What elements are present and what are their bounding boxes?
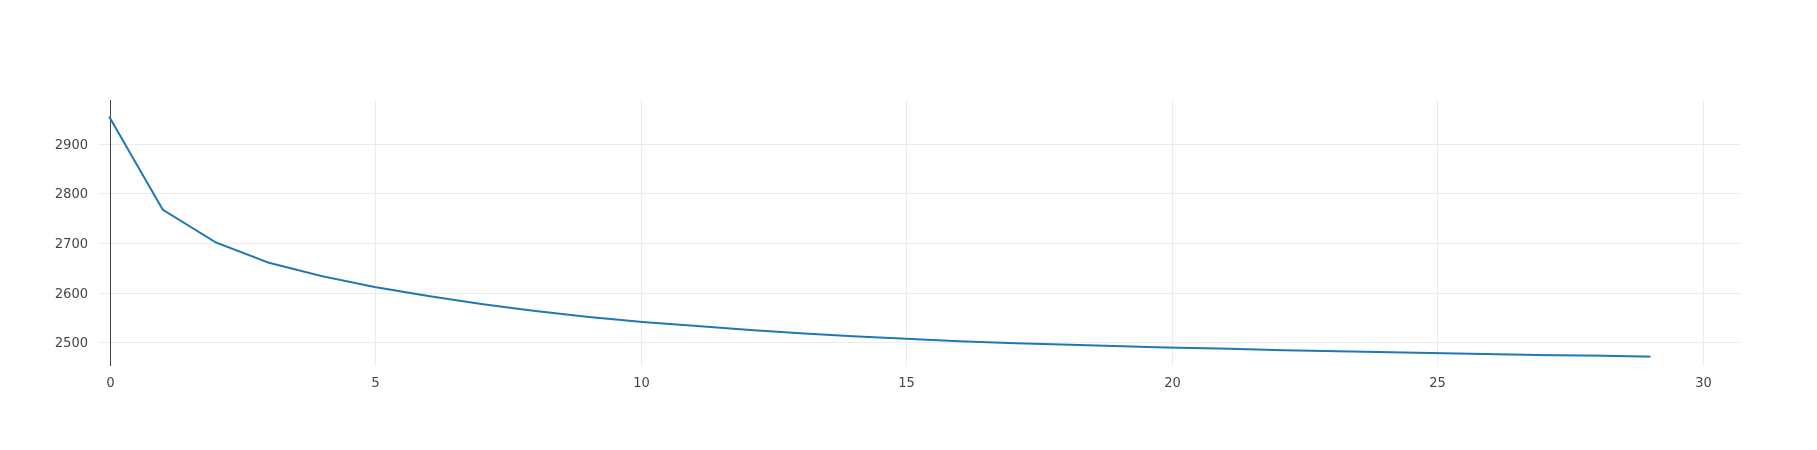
y-tick-label: 2500 bbox=[55, 336, 88, 351]
x-tick-label: 20 bbox=[1164, 376, 1181, 391]
x-tick-label: 5 bbox=[371, 376, 379, 391]
x-tick-label: 0 bbox=[106, 376, 114, 391]
y-tick-label: 2700 bbox=[55, 237, 88, 252]
y-tick-label: 2600 bbox=[55, 287, 88, 302]
y-tick-label: 2800 bbox=[55, 187, 88, 202]
y-tick-label: 2900 bbox=[55, 138, 88, 153]
x-tick-label: 10 bbox=[633, 376, 650, 391]
series-line-0 bbox=[108, 116, 1651, 358]
y-axis-tick-labels: 2500 2600 2700 2800 2900 bbox=[55, 138, 88, 351]
x-tick-label: 30 bbox=[1695, 376, 1712, 391]
grid-layer bbox=[99, 100, 1740, 366]
series-layer bbox=[108, 116, 1651, 358]
x-tick-label: 15 bbox=[898, 376, 915, 391]
x-axis-tick-labels: 0 5 10 15 20 25 30 bbox=[106, 376, 1711, 391]
x-tick-label: 25 bbox=[1429, 376, 1446, 391]
